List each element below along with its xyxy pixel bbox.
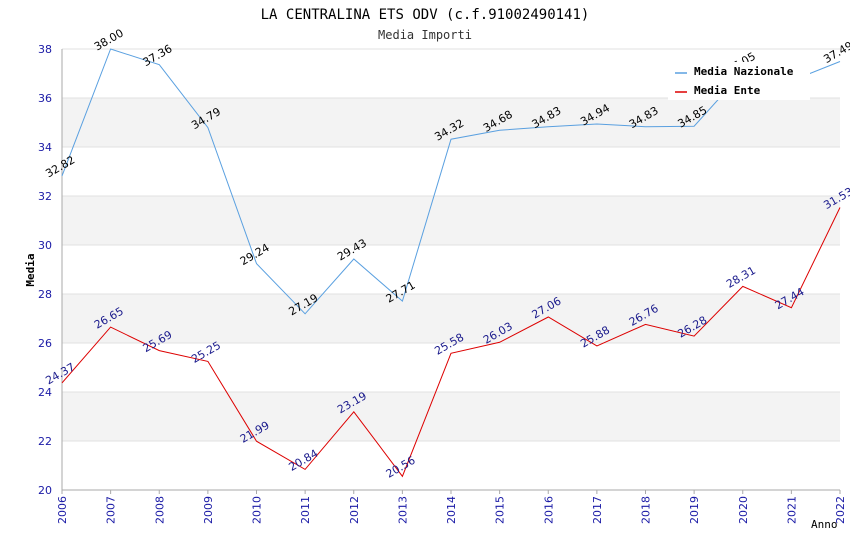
legend-background xyxy=(668,62,810,100)
data-label: 24.37 xyxy=(43,360,77,387)
legend-label-media-ente: Media Ente xyxy=(694,84,761,97)
x-tick-label: 2020 xyxy=(737,496,750,524)
x-tick-label: 2012 xyxy=(348,496,361,524)
x-tick-label: 2019 xyxy=(688,496,701,524)
x-axis-ticks: 2006 2007 2008 2009 2010 2011 2012 2013 2014 2015… xyxy=(56,490,847,524)
y-tick-label: 30 xyxy=(38,239,52,252)
data-label: 37.36 xyxy=(141,42,175,69)
y-tick-label: 28 xyxy=(38,288,52,301)
chart-title: LA CENTRALINA ETS ODV (c.f.91002490141) xyxy=(261,7,590,23)
y-tick-label: 38 xyxy=(38,43,52,56)
x-tick-label: 2014 xyxy=(445,496,458,524)
grid-band xyxy=(62,392,840,441)
legend-label-media-nazionale: Media Nazionale xyxy=(694,65,794,78)
data-label: 28.31 xyxy=(724,264,758,291)
x-tick-label: 2013 xyxy=(396,496,409,524)
y-tick-label: 24 xyxy=(38,386,52,399)
x-tick-label: 2006 xyxy=(56,496,69,524)
x-tick-label: 2011 xyxy=(299,496,312,524)
y-tick-label: 36 xyxy=(38,92,52,105)
x-tick-label: 2007 xyxy=(105,496,118,524)
x-tick-label: 2008 xyxy=(153,496,166,524)
y-tick-label: 20 xyxy=(38,484,52,497)
series-line-media-ente xyxy=(61,207,841,478)
x-tick-label: 2010 xyxy=(251,496,264,524)
gridlines xyxy=(62,48,840,491)
y-tick-label: 26 xyxy=(38,337,52,350)
y-axis-ticks: 20 22 24 26 28 30 32 34 36 38 xyxy=(38,43,52,497)
y-axis-label: Media xyxy=(24,253,37,286)
y-tick-label: 32 xyxy=(38,190,52,203)
x-tick-label: 2021 xyxy=(785,496,798,524)
grid-band xyxy=(62,294,840,343)
series-line-media-nazionale xyxy=(61,48,841,315)
y-tick-label: 22 xyxy=(38,435,52,448)
chart-subtitle: Media Importi xyxy=(378,28,472,42)
data-label: 37.49 xyxy=(821,39,850,66)
grid-band xyxy=(62,196,840,245)
x-axis-label: Anno xyxy=(811,518,838,531)
x-tick-label: 2016 xyxy=(542,496,555,524)
x-tick-label: 2009 xyxy=(202,496,215,524)
x-tick-label: 2018 xyxy=(640,496,653,524)
data-label: 32.82 xyxy=(43,153,77,180)
x-tick-label: 2017 xyxy=(591,496,604,524)
series-lines xyxy=(61,48,841,478)
x-tick-label: 2022 xyxy=(834,496,847,524)
grid-bands xyxy=(62,98,840,441)
data-label: 20.84 xyxy=(286,447,320,474)
y-tick-label: 34 xyxy=(38,141,52,154)
x-tick-label: 2015 xyxy=(494,496,507,524)
legend: Media Nazionale Media Ente xyxy=(668,62,810,100)
